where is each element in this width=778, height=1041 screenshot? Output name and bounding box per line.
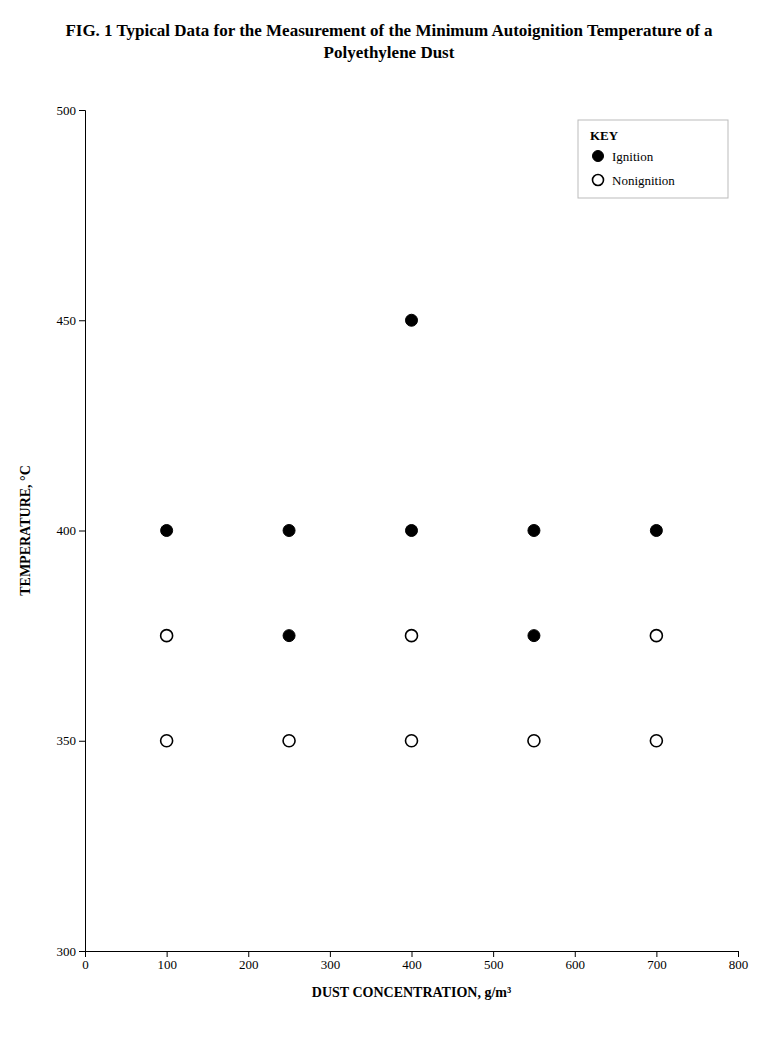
x-axis-line [86, 952, 739, 958]
points [161, 314, 663, 747]
x-axis: 0 100 200 300 400 500 600 700 800 [82, 951, 748, 972]
y-tick-label: 450 [57, 313, 77, 328]
y-axis: 300 350 400 450 500 [57, 103, 86, 959]
chart-svg: FIG. 1 Typical Data for the Measurement … [0, 0, 778, 1041]
x-tick-label: 800 [729, 957, 749, 972]
point [406, 525, 418, 537]
x-tick: 600 [566, 951, 586, 972]
x-tick-mark [493, 951, 494, 957]
y-tick-mark [79, 951, 85, 952]
point [528, 735, 540, 747]
point [406, 630, 418, 642]
x-tick: 100 [157, 951, 177, 972]
y-tick-mark [79, 531, 85, 532]
x-axis-title: DUST CONCENTRATION, g/m³ [312, 985, 511, 1000]
y-axis-title: TEMPERATURE, °C [18, 465, 33, 596]
x-tick: 0 [82, 951, 89, 972]
x-tick-mark [575, 951, 576, 957]
legend-title: KEY [590, 128, 619, 143]
point [650, 630, 662, 642]
y-tick: 300 [57, 944, 86, 959]
y-tick-label: 300 [57, 944, 77, 959]
point [161, 735, 173, 747]
x-tick: 400 [402, 951, 422, 972]
x-tick-label: 0 [82, 957, 89, 972]
x-tick-mark [412, 951, 413, 957]
x-tick-label: 300 [321, 957, 341, 972]
x-tick: 500 [484, 951, 504, 972]
point [650, 735, 662, 747]
x-tick-label: 500 [484, 957, 504, 972]
point [161, 630, 173, 642]
plot-area: 0 100 200 300 400 500 600 700 800 300 350 400 450 500… [18, 103, 748, 1000]
x-tick-mark [738, 951, 739, 957]
legend: KEY Ignition Nonignition [578, 120, 728, 198]
point [161, 525, 173, 537]
x-tick-mark [248, 951, 249, 957]
legend-box [578, 120, 728, 198]
series [161, 314, 663, 641]
x-tick: 800 [729, 951, 749, 972]
point [650, 525, 662, 537]
x-tick-label: 100 [157, 957, 177, 972]
x-tick-label: 200 [239, 957, 259, 972]
y-tick-mark [79, 741, 85, 742]
point [283, 525, 295, 537]
x-tick-label: 700 [647, 957, 667, 972]
x-tick: 200 [239, 951, 259, 972]
chart-title: FIG. 1 Typical Data for the Measurement … [65, 21, 713, 62]
y-tick-label: 400 [57, 523, 77, 538]
y-tick: 350 [57, 733, 86, 748]
series [161, 630, 663, 747]
legend-marker [593, 175, 604, 186]
chart-title-line: Polyethylene Dust [324, 43, 455, 62]
point [528, 525, 540, 537]
y-axis-line [79, 111, 86, 952]
x-tick-mark [167, 951, 168, 957]
point [406, 735, 418, 747]
y-tick-mark [79, 320, 85, 321]
y-tick-label: 500 [57, 103, 77, 118]
y-tick: 450 [57, 313, 86, 328]
legend-label: Ignition [612, 149, 654, 164]
point [528, 630, 540, 642]
point [406, 314, 418, 326]
y-tick-mark [79, 110, 85, 111]
x-tick-label: 600 [566, 957, 586, 972]
point [283, 630, 295, 642]
x-tick: 700 [647, 951, 667, 972]
x-tick-label: 400 [402, 957, 422, 972]
y-tick: 400 [57, 523, 86, 538]
y-tick: 500 [57, 103, 86, 118]
point [283, 735, 295, 747]
legend-label: Nonignition [612, 173, 675, 188]
legend-marker [593, 151, 604, 162]
x-tick: 300 [321, 951, 341, 972]
x-tick-mark [656, 951, 657, 957]
x-tick-mark [330, 951, 331, 957]
chart-title-line: FIG. 1 Typical Data for the Measurement … [65, 21, 713, 40]
y-tick-label: 350 [57, 733, 77, 748]
